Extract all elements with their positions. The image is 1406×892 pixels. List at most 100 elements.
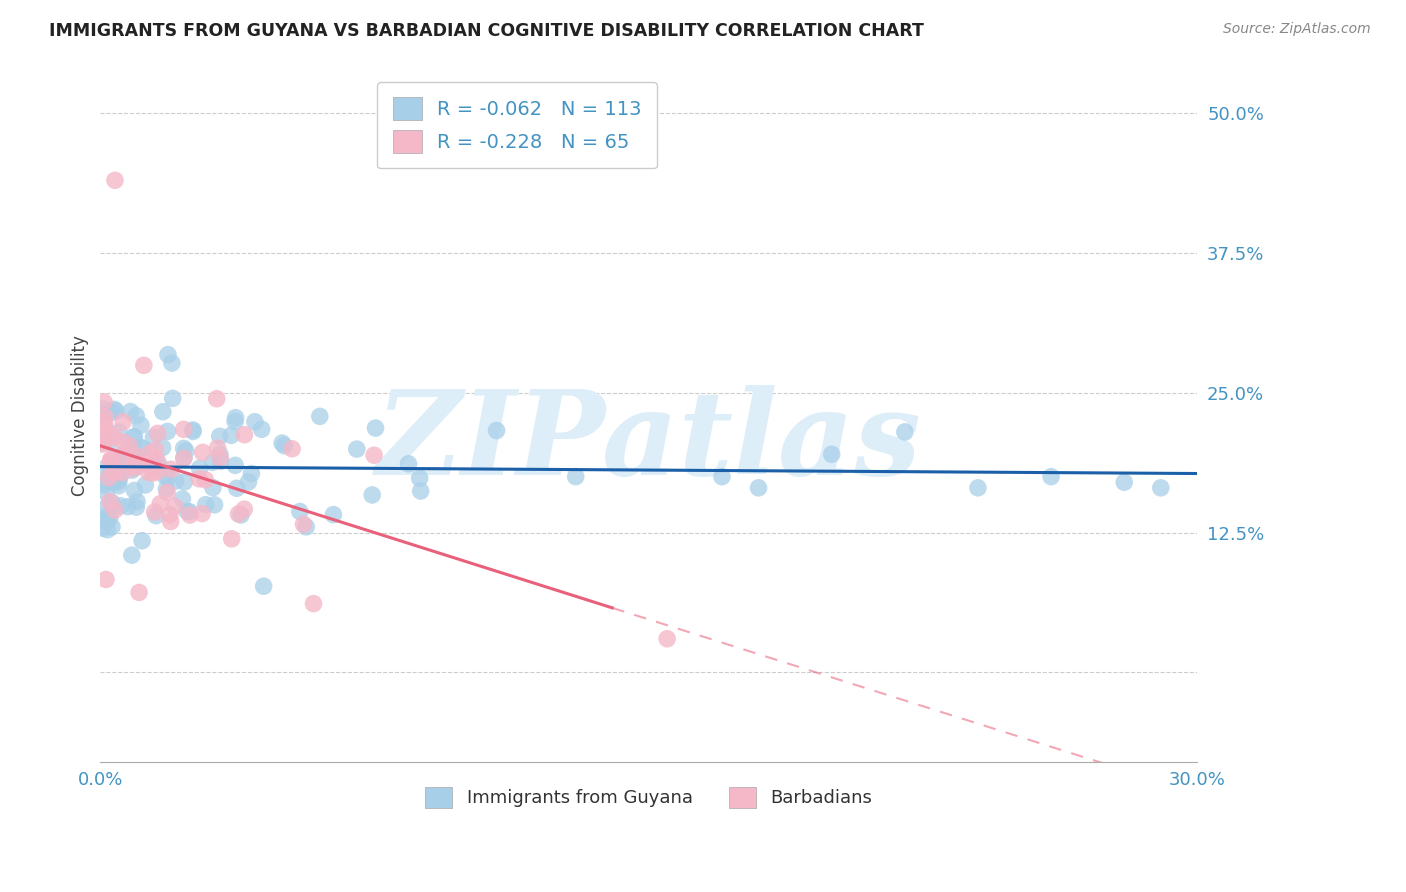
Point [1114,475,1136,490]
Point [97,470,120,484]
Point [134,456,156,470]
Point [103,402,125,417]
Point [273,439,295,453]
Point [93,395,115,409]
Point [104,403,127,417]
Point [127,458,149,473]
Point [98,426,121,441]
Point [91,502,114,516]
Point [121,548,143,562]
Point [104,173,127,187]
Point [103,475,125,490]
Point [124,483,146,498]
Point [288,505,311,519]
Point [91,437,114,451]
Point [191,445,214,459]
Point [108,425,131,439]
Point [156,485,179,500]
Point [159,515,181,529]
Point [157,470,180,484]
Point [207,441,229,455]
Point [93,461,115,475]
Point [149,497,172,511]
Point [194,473,217,487]
Point [253,579,276,593]
Point [143,505,166,519]
Point [219,428,242,442]
Point [104,503,127,517]
Point [110,458,132,472]
Point [145,452,167,467]
Point [96,523,118,537]
Text: IMMIGRANTS FROM GUYANA VS BARBADIAN COGNITIVE DISABILITY CORRELATION CHART: IMMIGRANTS FROM GUYANA VS BARBADIAN COGN… [49,22,924,40]
Point [243,415,266,429]
Point [125,449,148,463]
Point [122,443,145,458]
Point [194,498,217,512]
Point [821,447,844,461]
Point [163,500,186,514]
Point [146,426,169,441]
Point [179,508,201,522]
Point [110,469,132,483]
Point [91,521,114,535]
Point [94,475,117,489]
Text: ZIPatlas: ZIPatlas [375,385,922,500]
Point [132,442,155,456]
Point [173,422,195,436]
Point [191,507,214,521]
Point [141,454,163,468]
Point [94,417,117,432]
Point [174,443,197,458]
Point [173,450,195,465]
Point [125,494,148,508]
Point [146,465,169,479]
Point [322,508,344,522]
Point [209,454,232,468]
Point [104,430,127,444]
Point [96,509,118,524]
Point [302,597,325,611]
Point [112,449,135,463]
Point [148,457,170,471]
Point [408,471,430,485]
Point [90,435,112,450]
Point [103,466,125,480]
Point [134,478,156,492]
Point [748,481,770,495]
Point [281,442,304,456]
Point [173,451,195,466]
Point [122,458,145,472]
Point [292,517,315,532]
Point [156,348,179,362]
Point [229,508,252,522]
Point [209,450,232,465]
Point [655,632,678,646]
Point [93,401,115,416]
Point [94,573,117,587]
Point [100,451,122,466]
Point [138,466,160,480]
Point [98,510,121,524]
Point [141,459,163,474]
Point [398,457,420,471]
Point [221,532,243,546]
Point [91,408,114,422]
Point [1150,481,1173,495]
Point [181,423,204,437]
Point [225,481,247,495]
Point [100,463,122,477]
Point [155,469,177,483]
Legend: Immigrants from Guyana, Barbadians: Immigrants from Guyana, Barbadians [418,780,880,815]
Point [181,425,204,439]
Point [225,410,247,425]
Point [173,475,195,489]
Point [104,454,127,468]
Point [201,455,224,469]
Point [139,446,162,460]
Point [131,533,153,548]
Point [172,491,194,506]
Point [93,416,115,430]
Point [129,441,152,455]
Point [120,404,142,418]
